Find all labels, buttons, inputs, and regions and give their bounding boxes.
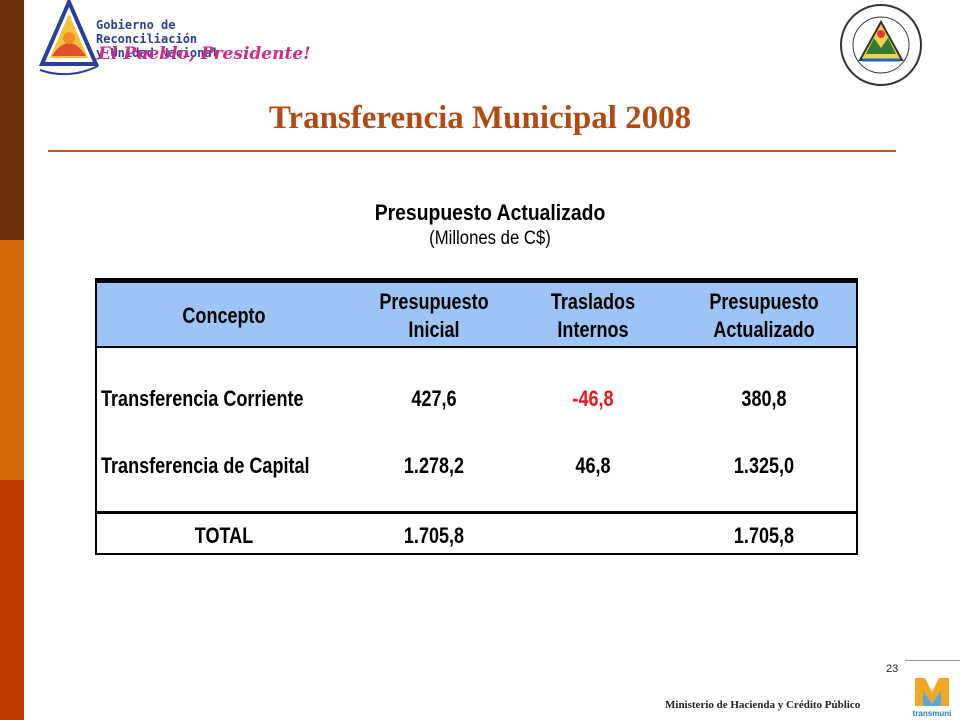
table-caption: Presupuesto Actualizado (Millones de C$) (300, 200, 680, 250)
side-bar-bottom (0, 480, 24, 720)
government-name-line2: y Unidad Nacional (96, 46, 219, 60)
row-concepto: Transferencia de Capital (101, 453, 310, 478)
slide-title: Transferencia Municipal 2008 (268, 100, 692, 136)
header-concepto: Concepto (182, 303, 266, 328)
total-divider (97, 511, 856, 514)
side-bar-top (0, 0, 24, 240)
footer-divider (905, 660, 960, 661)
table-header-row: Concepto Presupuesto Inicial Traslados Int… (97, 280, 856, 348)
nicaragua-seal-icon (840, 4, 922, 86)
header-presupuesto-inicial: Presupuesto Inicial (379, 289, 489, 342)
government-logo: Gobierno de Reconciliación y Unidad Naci… (38, 0, 311, 82)
ministry-footer: Ministerio de Hacienda y Crédito Público (665, 699, 861, 711)
header-presupuesto-actualizado: Presupuesto Actualizado (709, 289, 819, 342)
nicaragua-triangle-icon (38, 0, 100, 76)
row-traslados: 46,8 (575, 453, 611, 478)
table-caption-units: (Millones de C$) (429, 228, 551, 249)
row-actualizado: 1.325,0 (733, 453, 795, 478)
row-inicial: 427,6 (411, 386, 457, 411)
total-label: TOTAL (194, 523, 254, 548)
header-traslados-internos: Traslados Internos (550, 289, 636, 342)
transmuni-logo-icon: transmuni (911, 678, 953, 718)
government-name-line1: Gobierno de Reconciliación (96, 18, 198, 46)
row-concepto: Transferencia Corriente (101, 386, 304, 411)
page-number: 23 (886, 663, 899, 675)
side-bar-middle (0, 240, 24, 480)
table-caption-title: Presupuesto Actualizado (374, 200, 606, 225)
title-divider (48, 150, 896, 152)
government-slogan: El Pueblo, Presidente! (98, 44, 311, 64)
svg-text:transmuni: transmuni (913, 709, 952, 718)
budget-table: Concepto Presupuesto Inicial Traslados Int… (95, 278, 858, 555)
total-inicial: 1.705,8 (403, 523, 465, 548)
total-actualizado: 1.705,8 (733, 523, 795, 548)
row-inicial: 1.278,2 (403, 453, 465, 478)
row-actualizado: 380,8 (741, 386, 787, 411)
row-traslados: -46,8 (572, 386, 614, 411)
